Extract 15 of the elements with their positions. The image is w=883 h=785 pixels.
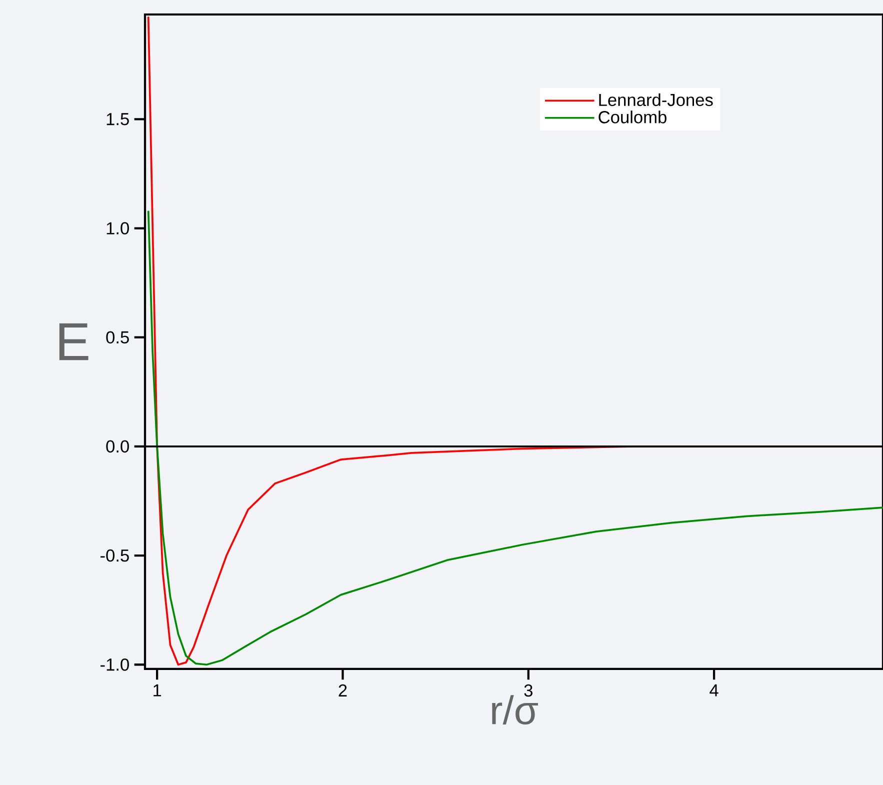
x-axis-title: r/σ <box>492 695 538 725</box>
y-tick-label: -0.5 <box>100 549 129 562</box>
y-tick-label: 0.5 <box>106 331 129 344</box>
x-tick-label: 4 <box>710 684 718 696</box>
legend-label: Lennard-Jones <box>599 93 713 106</box>
x-tick-label: 3 <box>524 684 532 697</box>
y-tick-label: 1.0 <box>106 222 129 234</box>
x-tick-label: 2 <box>338 684 347 696</box>
y-tick-label: 1.5 <box>106 113 129 126</box>
line-series <box>147 210 883 666</box>
y-tick-label: 0.0 <box>106 440 129 453</box>
x-tick-label: 1 <box>154 684 162 696</box>
legend-label: Coulomb <box>598 110 666 124</box>
y-tick-label: -1.0 <box>100 658 129 671</box>
y-axis-title: E <box>59 323 88 360</box>
